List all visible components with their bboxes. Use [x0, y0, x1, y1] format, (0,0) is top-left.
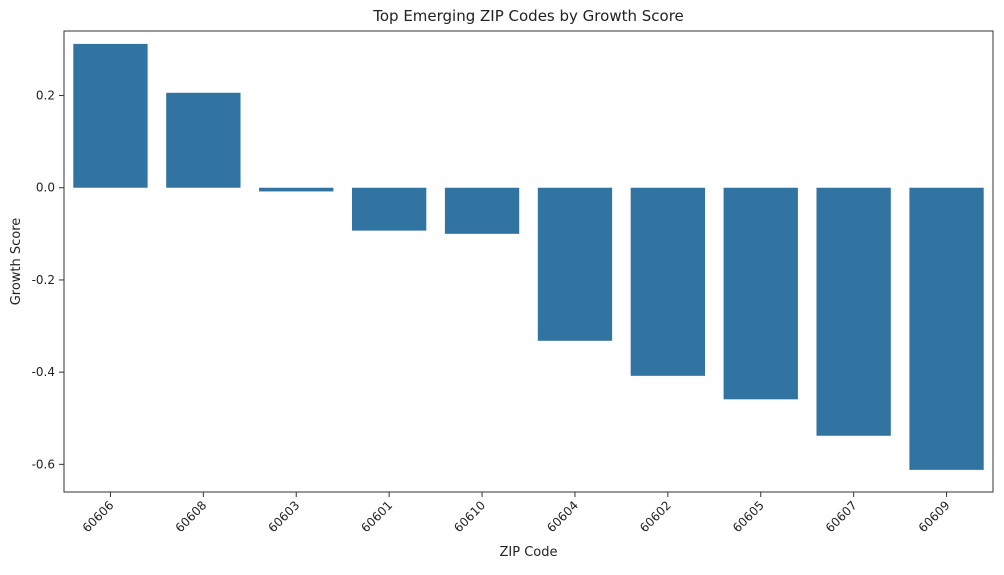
bar-60610	[444, 187, 520, 234]
bars-group	[73, 43, 984, 470]
x-axis-label: ZIP Code	[500, 545, 558, 560]
x-tick-label: 60609	[916, 498, 953, 535]
bar-60602	[630, 187, 706, 376]
x-tick-label: 60608	[173, 498, 210, 535]
y-tick-label: -0.6	[32, 457, 55, 471]
x-tick-label: 60601	[358, 498, 395, 535]
x-tick-label: 60605	[730, 498, 767, 535]
x-tick-label: 60610	[451, 498, 488, 535]
bar-60609	[909, 187, 984, 470]
y-tick-label: -0.2	[32, 273, 55, 287]
x-tick-label: 60604	[544, 498, 581, 535]
y-axis-ticks: 0.2 0.0 -0.2 -0.4 -0.6	[32, 89, 64, 471]
x-axis-ticks: 60606 60608 60603 60601 60610 60604 60602 60605…	[80, 492, 953, 535]
y-axis-label: Growth Score	[9, 218, 24, 306]
x-tick-label: 60602	[637, 498, 674, 535]
plot-area-frame	[63, 30, 994, 493]
bar-60605	[723, 187, 798, 400]
bar-60607	[816, 187, 891, 436]
bar-60608	[166, 92, 241, 188]
chart-title: Top Emerging ZIP Codes by Growth Score	[372, 7, 684, 25]
bar-60603	[259, 187, 334, 192]
y-tick-label: 0.0	[36, 181, 55, 195]
x-tick-label: 60607	[823, 498, 860, 535]
bar-60606	[73, 43, 148, 188]
y-tick-label: 0.2	[36, 89, 55, 103]
bar-60604	[537, 187, 613, 341]
x-tick-label: 60603	[265, 498, 302, 535]
x-tick-label: 60606	[80, 498, 117, 535]
y-tick-label: -0.4	[32, 365, 55, 379]
bar-60601	[351, 187, 427, 231]
